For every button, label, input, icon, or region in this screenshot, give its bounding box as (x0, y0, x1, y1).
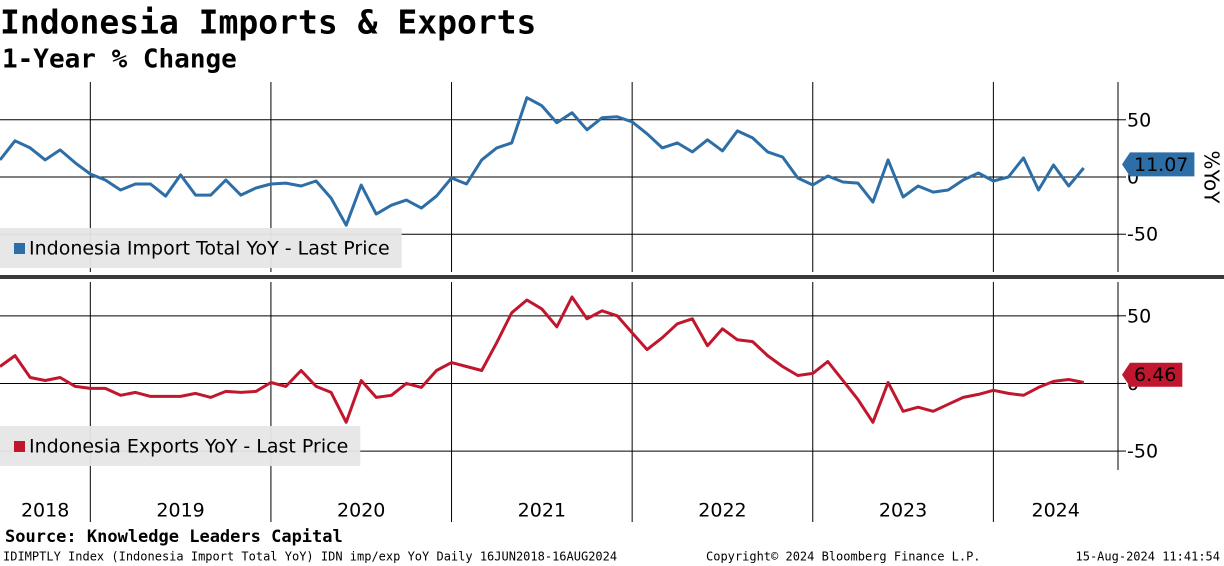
x-tick-label: 2018 (21, 500, 69, 522)
y-axis-label: %YoY (1200, 150, 1224, 204)
legend: Indonesia Import Total YoY - Last Price (0, 228, 402, 268)
footer-description: IDIMPTLY Index (Indonesia Import Total Y… (3, 550, 617, 564)
source: Source: Knowledge Leaders Capital (5, 527, 343, 547)
legend-box (0, 228, 402, 268)
legend-swatch (14, 441, 25, 452)
x-tick-label: 2020 (337, 500, 385, 522)
panel-separator (0, 275, 1224, 279)
legend-box (0, 426, 361, 466)
last-price-box (1122, 362, 1183, 387)
footer-copyright: Copyright© 2024 Bloomberg Finance L.P. (706, 550, 981, 564)
y-tick-label: 50 (1127, 305, 1151, 327)
last-price-box (1122, 152, 1195, 177)
last-price-label: 11.07 (1134, 154, 1188, 176)
x-tick-label: 2024 (1032, 500, 1080, 522)
legend-label: Indonesia Import Total YoY - Last Price (29, 238, 390, 260)
x-tick-label: 2022 (698, 500, 746, 522)
x-tick-label: 2021 (518, 500, 566, 522)
x-tick-label: 2019 (156, 500, 204, 522)
y-tick-label: 50 (1127, 109, 1151, 131)
legend-swatch (14, 243, 25, 254)
chart-subtitle: 1-Year % Change (2, 45, 237, 75)
x-tick-label: 2023 (879, 500, 927, 522)
data-line (0, 96, 1085, 227)
footer-timestamp: 15-Aug-2024 11:41:54 (1076, 550, 1221, 564)
legend-label: Indonesia Exports YoY - Last Price (29, 436, 348, 458)
y-tick-label: -50 (1127, 224, 1158, 246)
data-line (0, 295, 1084, 424)
chart-title: Indonesia Imports & Exports (0, 3, 536, 42)
last-price-label: 6.46 (1134, 364, 1176, 386)
legend: Indonesia Exports YoY - Last Price (0, 426, 361, 466)
y-tick-label: -50 (1127, 441, 1158, 463)
